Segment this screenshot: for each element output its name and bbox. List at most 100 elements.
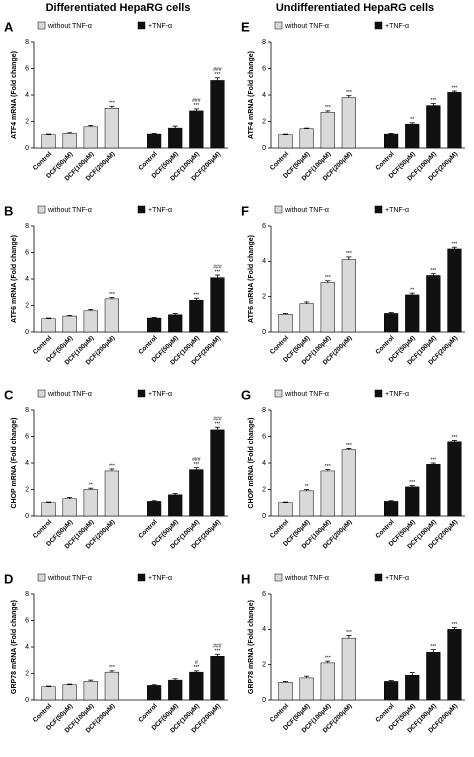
legend-label: without TNF-α <box>284 23 329 30</box>
bar <box>104 298 120 333</box>
legend-swatch <box>37 205 46 214</box>
significance-label: ** <box>410 117 414 123</box>
bar <box>278 682 293 701</box>
bar <box>299 490 314 517</box>
significance-label: *** <box>325 275 331 281</box>
legend-swatch <box>137 21 146 30</box>
significance-label: *** <box>409 480 415 486</box>
legend-label: without TNF-α <box>47 23 92 30</box>
bar <box>320 111 335 149</box>
significance-label: *** <box>193 665 199 671</box>
significance-label: *** <box>452 435 458 441</box>
legend-label: +TNF-α <box>385 575 409 582</box>
significance-label: ** <box>89 483 93 489</box>
significance-label: ### <box>213 417 222 423</box>
bar <box>147 133 162 149</box>
y-tick-label: 6 <box>262 591 266 598</box>
y-tick-label: 4 <box>25 460 29 467</box>
y-tick-label: 2 <box>262 662 266 669</box>
significance-label: *** <box>215 422 221 428</box>
y-tick-label: 6 <box>262 223 266 230</box>
y-tick-label: 8 <box>25 591 29 598</box>
bar <box>299 677 314 701</box>
y-tick-label: 8 <box>25 223 29 230</box>
significance-label: ### <box>213 264 222 270</box>
bar <box>299 128 314 149</box>
significance-label: *** <box>452 622 458 628</box>
bar <box>104 108 120 149</box>
y-tick-label: 2 <box>25 670 29 677</box>
y-tick-label: 8 <box>25 407 29 414</box>
y-axis-label: CHOP mRNA (Fold change) <box>11 417 18 508</box>
bar <box>278 502 293 517</box>
legend-swatch <box>137 205 146 214</box>
y-tick-label: 0 <box>25 329 29 336</box>
bar <box>426 105 441 149</box>
bar <box>83 310 98 333</box>
bar <box>104 470 120 517</box>
legend-swatch <box>37 389 46 398</box>
y-tick-label: 2 <box>262 294 266 301</box>
bar <box>447 441 462 517</box>
legend-swatch <box>37 573 46 582</box>
panel-label: F <box>241 203 249 218</box>
y-tick-label: 8 <box>262 39 266 46</box>
bar <box>83 489 98 517</box>
legend-label: +TNF-α <box>148 207 172 214</box>
significance-label: *** <box>193 103 199 109</box>
y-tick-label: 4 <box>262 92 266 99</box>
y-tick-label: 6 <box>262 65 266 72</box>
bar <box>168 679 183 701</box>
bar <box>62 684 77 701</box>
bar <box>189 671 204 701</box>
bar <box>447 92 462 149</box>
panel-label: E <box>241 19 250 34</box>
y-tick-label: 0 <box>262 329 266 336</box>
legend-label: without TNF-α <box>284 575 329 582</box>
significance-label: ### <box>192 457 201 463</box>
significance-label: *** <box>215 649 221 655</box>
y-tick-label: 8 <box>25 39 29 46</box>
bar <box>41 502 56 517</box>
bar <box>405 675 420 701</box>
significance-label: *** <box>109 463 115 469</box>
bar <box>320 662 335 701</box>
bar <box>147 685 162 701</box>
y-tick-label: 2 <box>25 118 29 125</box>
y-tick-label: 4 <box>262 258 266 265</box>
bar <box>83 681 98 701</box>
significance-label: ** <box>410 287 414 293</box>
legend-label: without TNF-α <box>47 391 92 398</box>
y-tick-label: 2 <box>262 486 266 493</box>
significance-label: *** <box>325 655 331 661</box>
y-tick-label: 0 <box>25 513 29 520</box>
y-tick-label: 6 <box>25 617 29 624</box>
bar <box>41 134 56 149</box>
panel-label: B <box>4 203 13 218</box>
legend-label: +TNF-α <box>148 23 172 30</box>
significance-label: *** <box>325 464 331 470</box>
bar <box>189 110 204 149</box>
bar <box>147 501 162 517</box>
legend-label: without TNF-α <box>284 207 329 214</box>
legend-label: +TNF-α <box>385 23 409 30</box>
significance-label: *** <box>325 105 331 111</box>
legend-swatch <box>374 573 383 582</box>
legend-label: +TNF-α <box>385 207 409 214</box>
significance-label: *** <box>452 85 458 91</box>
bar <box>168 314 183 333</box>
bar <box>384 313 399 333</box>
bar <box>320 282 335 333</box>
significance-label: *** <box>109 665 115 671</box>
bar <box>447 629 462 701</box>
significance-label: *** <box>346 90 352 96</box>
bar <box>341 259 356 333</box>
significance-label: *** <box>193 462 199 468</box>
legend-swatch <box>37 21 46 30</box>
bar <box>341 449 356 517</box>
bar <box>210 656 225 701</box>
y-tick-label: 2 <box>25 486 29 493</box>
y-tick-label: 0 <box>25 697 29 704</box>
bar <box>278 314 293 333</box>
legend-swatch <box>274 21 283 30</box>
